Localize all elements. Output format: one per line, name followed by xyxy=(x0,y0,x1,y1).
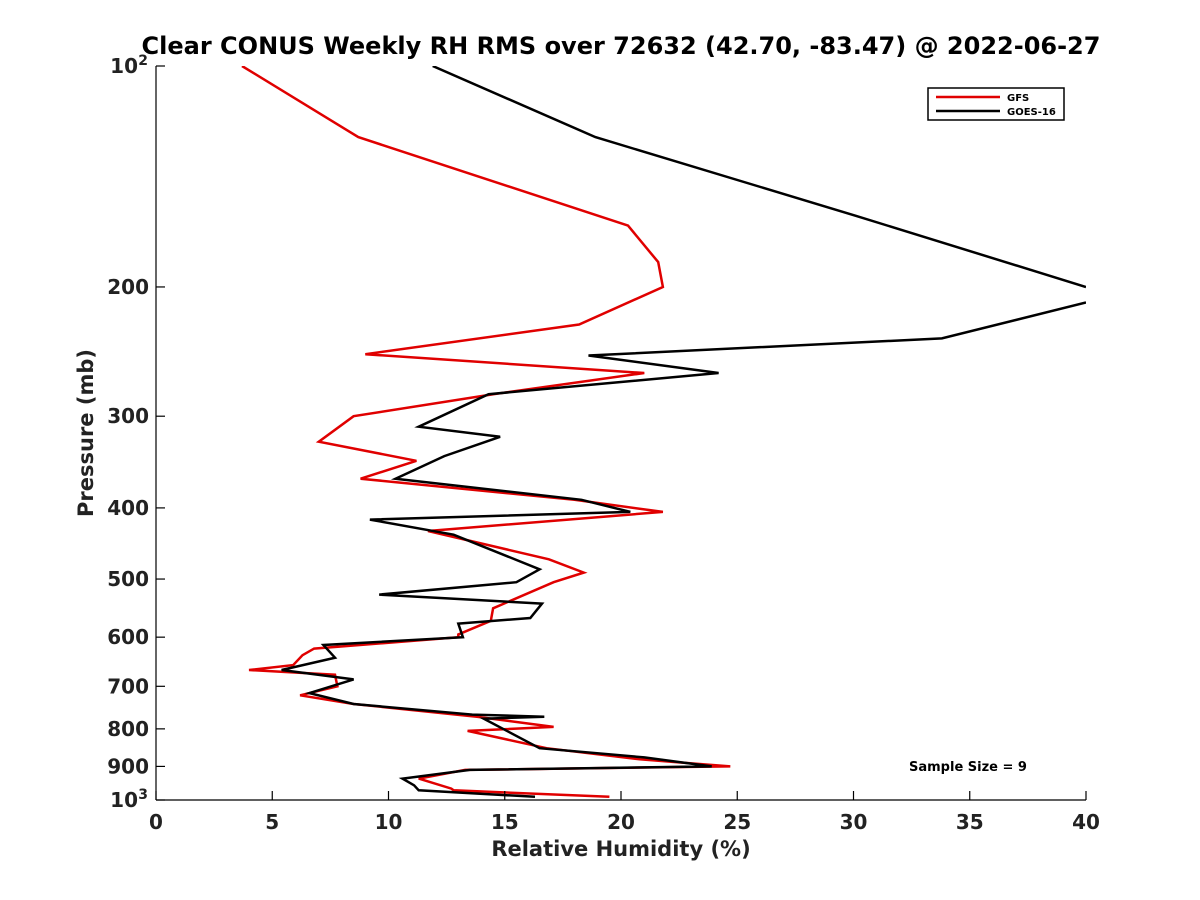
y-tick-label: 10 xyxy=(110,54,138,78)
y-tick-label: 600 xyxy=(107,625,149,649)
y-tick-label: 200 xyxy=(107,275,149,299)
x-tick-label: 5 xyxy=(265,810,279,834)
x-tick-label: 15 xyxy=(491,810,519,834)
x-tick-label: 35 xyxy=(956,810,984,834)
x-tick-label: 40 xyxy=(1072,810,1100,834)
x-axis-label: Relative Humidity (%) xyxy=(491,837,750,861)
y-axis-label: Pressure (mb) xyxy=(74,349,98,517)
y-tick-label: 300 xyxy=(107,404,149,428)
legend-box xyxy=(927,87,1065,121)
legend-label-gfs: GFS xyxy=(1007,93,1029,104)
series-line-goes-16-1 xyxy=(281,301,1086,799)
y-tick-label: 10 xyxy=(110,788,138,812)
series-line-goes-16-0 xyxy=(432,66,1086,289)
series-line-gfs-0 xyxy=(241,66,731,799)
x-tick-label: 0 xyxy=(149,810,163,834)
y-tick-exponent: 3 xyxy=(138,787,148,803)
y-tick-label: 400 xyxy=(107,496,149,520)
chart-title: Clear CONUS Weekly RH RMS over 72632 (42… xyxy=(142,32,1101,60)
x-ticks: 0 5 10 15 20 25 30 35 40 xyxy=(149,791,1100,834)
y-tick-label: 800 xyxy=(107,717,149,741)
y-tick-label: 900 xyxy=(107,754,149,778)
y-tick-exponent: 2 xyxy=(138,53,148,69)
series-layer xyxy=(241,66,1086,799)
legend: GFS GOES-16 xyxy=(927,87,1065,121)
legend-label-goes-16: GOES-16 xyxy=(1007,107,1056,118)
x-tick-label: 10 xyxy=(375,810,403,834)
y-tick-label: 700 xyxy=(107,674,149,698)
x-tick-label: 25 xyxy=(723,810,751,834)
sample-size-annotation: Sample Size = 9 xyxy=(909,760,1027,775)
x-tick-label: 30 xyxy=(840,810,868,834)
axes xyxy=(155,66,1086,801)
y-tick-label: 500 xyxy=(107,567,149,591)
x-tick-label: 20 xyxy=(607,810,635,834)
